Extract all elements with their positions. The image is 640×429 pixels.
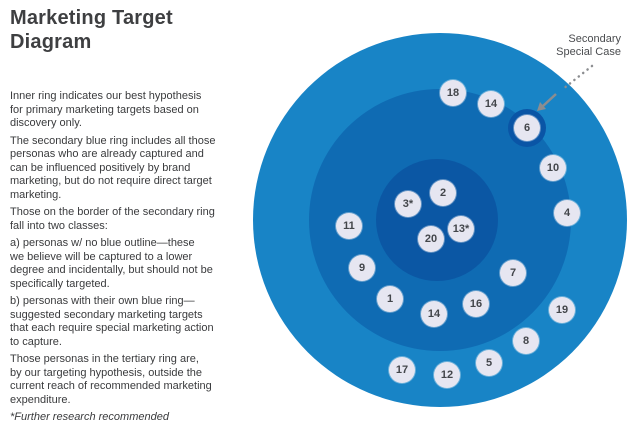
persona-circle: 10 — [540, 155, 566, 181]
persona-circle: 5 — [476, 350, 502, 376]
persona-circle: 1 — [377, 286, 403, 312]
persona-circle: 7 — [500, 260, 526, 286]
persona-circle: 18 — [440, 80, 466, 106]
paragraph-tertiary-ring: Those personas in the tertiary ring are,… — [10, 353, 212, 406]
persona-circle: 9 — [349, 255, 375, 281]
persona-circle: 3* — [395, 191, 421, 217]
persona-circle: 12 — [434, 362, 460, 388]
persona-circle: 4 — [554, 200, 580, 226]
paragraph-inner-ring: Inner ring indicates our best hypothesis… — [10, 90, 202, 129]
annotation-arrow — [537, 64, 594, 111]
persona-circle: 14 — [421, 301, 447, 327]
arrow-line — [542, 93, 557, 107]
persona-circle: 19 — [549, 297, 575, 323]
persona-circle: 8 — [513, 328, 539, 354]
primary-ring — [376, 159, 498, 281]
persona-circle: 17 — [389, 357, 415, 383]
marketing-target-diagram: 18 14 6 10 4 19 8 5 12 17 11 9 1 14 16 7 2 3* 20 13* Second… — [253, 33, 627, 407]
persona-circle: 11 — [336, 213, 362, 239]
annotation-label: Secondary Special Case — [556, 33, 621, 58]
paragraph-class-a: a) personas w/ no blue outline—these we … — [10, 237, 213, 290]
persona-circle: 16 — [463, 291, 489, 317]
arrow-dotted-line — [561, 64, 594, 91]
persona-circle: 6 — [514, 115, 540, 141]
paragraph-secondary-ring: The secondary blue ring includes all tho… — [10, 134, 216, 201]
persona-circle: 2 — [430, 180, 456, 206]
persona-circle: 14 — [478, 91, 504, 117]
persona-circle: 13* — [448, 216, 474, 242]
paragraph-border-classes: Those on the border of the secondary rin… — [10, 206, 215, 232]
left-panel: Marketing Target Diagram Inner ring indi… — [10, 6, 256, 429]
arrow-head-icon — [537, 102, 546, 111]
page-title: Marketing Target Diagram — [10, 7, 173, 53]
paragraph-class-b: b) personas with their own blue ring— su… — [10, 295, 214, 348]
persona-circle: 20 — [418, 226, 444, 252]
